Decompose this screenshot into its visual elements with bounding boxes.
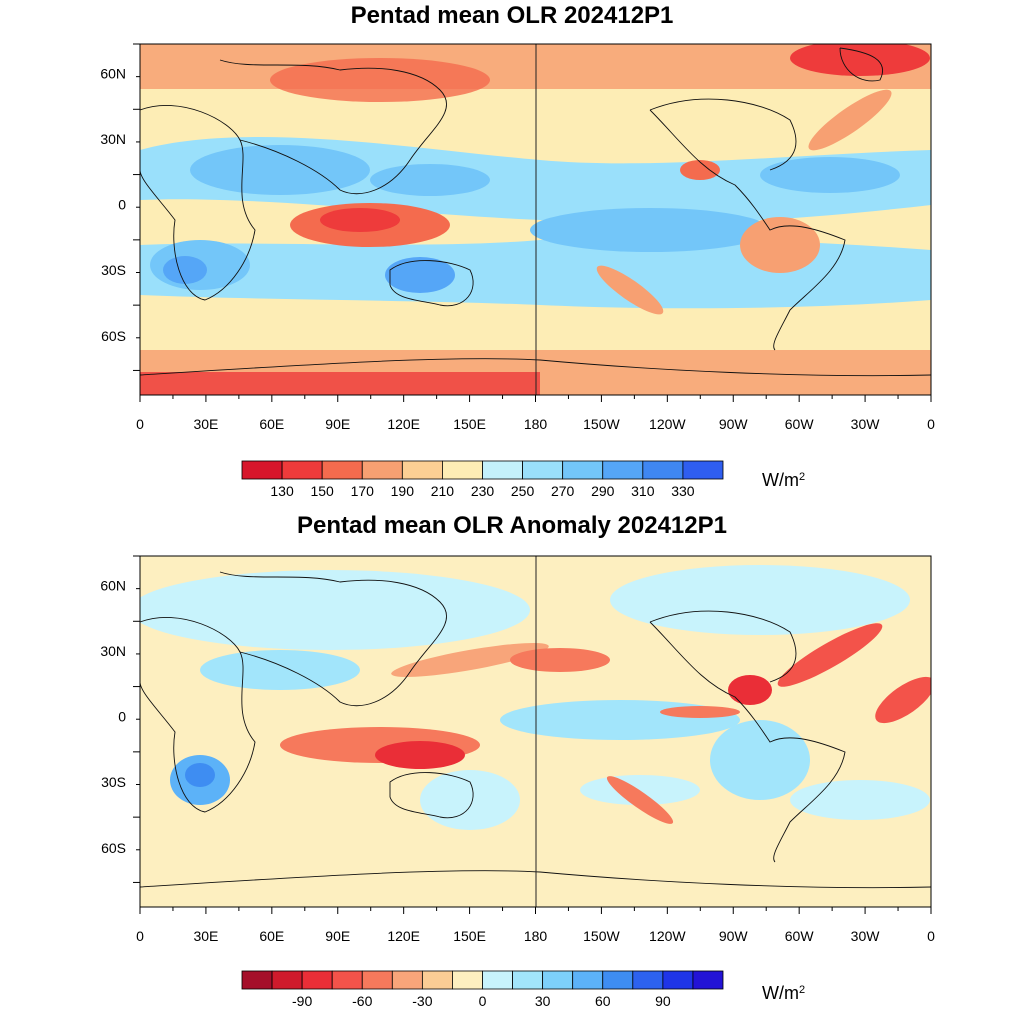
x-tick-label: 60E bbox=[259, 416, 284, 432]
colorbar-label: -30 bbox=[412, 993, 432, 1009]
x-tick-label: 120W bbox=[649, 928, 686, 944]
colorbar-label: -60 bbox=[352, 993, 372, 1009]
colorbar-label: 150 bbox=[310, 483, 334, 499]
colorbar-swatch bbox=[572, 970, 604, 990]
colorbar-label: 250 bbox=[511, 483, 535, 499]
colorbar-swatch bbox=[562, 460, 604, 480]
x-tick-label: 0 bbox=[927, 416, 935, 432]
colorbar-label: 290 bbox=[591, 483, 615, 499]
colorbar-swatch bbox=[361, 970, 393, 990]
bottom-coastlines bbox=[140, 571, 931, 889]
colorbar-swatch bbox=[692, 970, 724, 990]
y-tick-label: 60S bbox=[101, 840, 126, 856]
y-tick-label: 0 bbox=[118, 197, 126, 213]
x-tick-label: 150W bbox=[583, 928, 620, 944]
colorbar-swatch bbox=[401, 460, 443, 480]
x-tick-label: 0 bbox=[136, 928, 144, 944]
x-tick-label: 30W bbox=[851, 416, 881, 432]
colorbar-swatch bbox=[512, 970, 544, 990]
top-axis-ticks bbox=[133, 43, 932, 402]
colorbar-swatch bbox=[271, 970, 303, 990]
x-tick-label: 90W bbox=[719, 416, 749, 432]
top-coastlines bbox=[140, 47, 931, 377]
colorbar-swatch bbox=[452, 970, 483, 990]
y-tick-label: 30N bbox=[100, 131, 126, 147]
colorbar-label: 310 bbox=[631, 483, 655, 499]
colorbar-swatch bbox=[421, 970, 453, 990]
x-tick-label: 120W bbox=[649, 416, 686, 432]
colorbar-swatch bbox=[331, 970, 363, 990]
colorbar-swatch bbox=[542, 970, 574, 990]
y-tick-label: 60N bbox=[100, 577, 126, 593]
top-map-title: Pentad mean OLR 202412P1 bbox=[350, 2, 674, 29]
colorbar-swatch bbox=[602, 460, 644, 480]
bottom-axis-ticks bbox=[133, 555, 932, 914]
colorbar-label: 30 bbox=[535, 993, 551, 1009]
colorbar-label: 190 bbox=[391, 483, 415, 499]
bottom-colorbar: -90 -60 -30 0 30 60 90 W/m2 bbox=[241, 970, 805, 1009]
y-tick-label: 60N bbox=[100, 65, 126, 81]
colorbar-swatch bbox=[642, 460, 684, 480]
x-tick-label: 0 bbox=[927, 928, 935, 944]
colorbar-label: 90 bbox=[655, 993, 671, 1009]
colorbar-swatch bbox=[391, 970, 423, 990]
colorbar-swatch bbox=[632, 970, 664, 990]
x-tick-label: 150W bbox=[583, 416, 620, 432]
x-tick-label: 150E bbox=[453, 416, 486, 432]
colorbar-swatch bbox=[482, 970, 513, 990]
bottom-anomaly-field bbox=[140, 556, 931, 907]
colorbar-swatch bbox=[301, 970, 333, 990]
top-olr-field bbox=[140, 44, 931, 395]
top-map: 0 30E 60E 90E 120E 150E 180 150W 120W 90W 60W 30W 0 6… bbox=[100, 43, 935, 432]
x-tick-label: 120E bbox=[387, 928, 420, 944]
colorbar-label: 170 bbox=[351, 483, 375, 499]
colorbar-swatch bbox=[662, 970, 694, 990]
x-tick-label: 120E bbox=[387, 416, 420, 432]
colorbar-swatch bbox=[241, 970, 273, 990]
top-axis-labels: 0 30E 60E 90E 120E 150E 180 150W 120W 90W 60W 30W 0 6… bbox=[100, 65, 935, 432]
x-tick-label: 30W bbox=[851, 928, 881, 944]
colorbar-swatch bbox=[241, 460, 283, 480]
y-tick-label: 30S bbox=[101, 774, 126, 790]
colorbar-label: 270 bbox=[551, 483, 575, 499]
colorbar-label: 0 bbox=[479, 993, 487, 1009]
x-tick-label: 30E bbox=[193, 416, 218, 432]
top-colorbar-units: W/m2 bbox=[762, 470, 805, 490]
x-tick-label: 0 bbox=[136, 416, 144, 432]
y-tick-label: 30S bbox=[101, 262, 126, 278]
x-tick-label: 30E bbox=[193, 928, 218, 944]
x-tick-label: 150E bbox=[453, 928, 486, 944]
bottom-colorbar-units: W/m2 bbox=[762, 983, 805, 1003]
x-tick-label: 90W bbox=[719, 928, 749, 944]
colorbar-label: 60 bbox=[595, 993, 611, 1009]
x-tick-label: 180 bbox=[524, 416, 548, 432]
colorbar-swatch bbox=[482, 460, 523, 480]
colorbar-swatch bbox=[522, 460, 564, 480]
bottom-axis-labels: 0 30E 60E 90E 120E 150E 180 150W 120W 90W 60W 30W 0 6… bbox=[100, 577, 935, 944]
colorbar-swatch bbox=[682, 460, 724, 480]
y-tick-label: 0 bbox=[118, 709, 126, 725]
colorbar-label: 210 bbox=[431, 483, 455, 499]
colorbar-label: -90 bbox=[292, 993, 312, 1009]
y-tick-label: 30N bbox=[100, 643, 126, 659]
x-tick-label: 90E bbox=[325, 928, 350, 944]
colorbar-swatch bbox=[442, 460, 483, 480]
colorbar-label: 230 bbox=[471, 483, 495, 499]
x-tick-label: 60E bbox=[259, 928, 284, 944]
y-tick-label: 60S bbox=[101, 328, 126, 344]
colorbar-label: 130 bbox=[270, 483, 294, 499]
x-tick-label: 60W bbox=[785, 416, 815, 432]
colorbar-swatch bbox=[281, 460, 323, 480]
x-tick-label: 60W bbox=[785, 928, 815, 944]
colorbar-swatch bbox=[602, 970, 634, 990]
x-tick-label: 180 bbox=[524, 928, 548, 944]
x-tick-label: 90E bbox=[325, 416, 350, 432]
top-colorbar: 130 150 170 190 210 230 250 270 290 310 330 W/m2 bbox=[241, 460, 805, 499]
bottom-map: 0 30E 60E 90E 120E 150E 180 150W 120W 90W 60W 30W 0 6… bbox=[100, 555, 935, 944]
colorbar-label: 330 bbox=[671, 483, 695, 499]
colorbar-swatch bbox=[321, 460, 363, 480]
bottom-map-title: Pentad mean OLR Anomaly 202412P1 bbox=[297, 512, 727, 539]
colorbar-swatch bbox=[361, 460, 403, 480]
